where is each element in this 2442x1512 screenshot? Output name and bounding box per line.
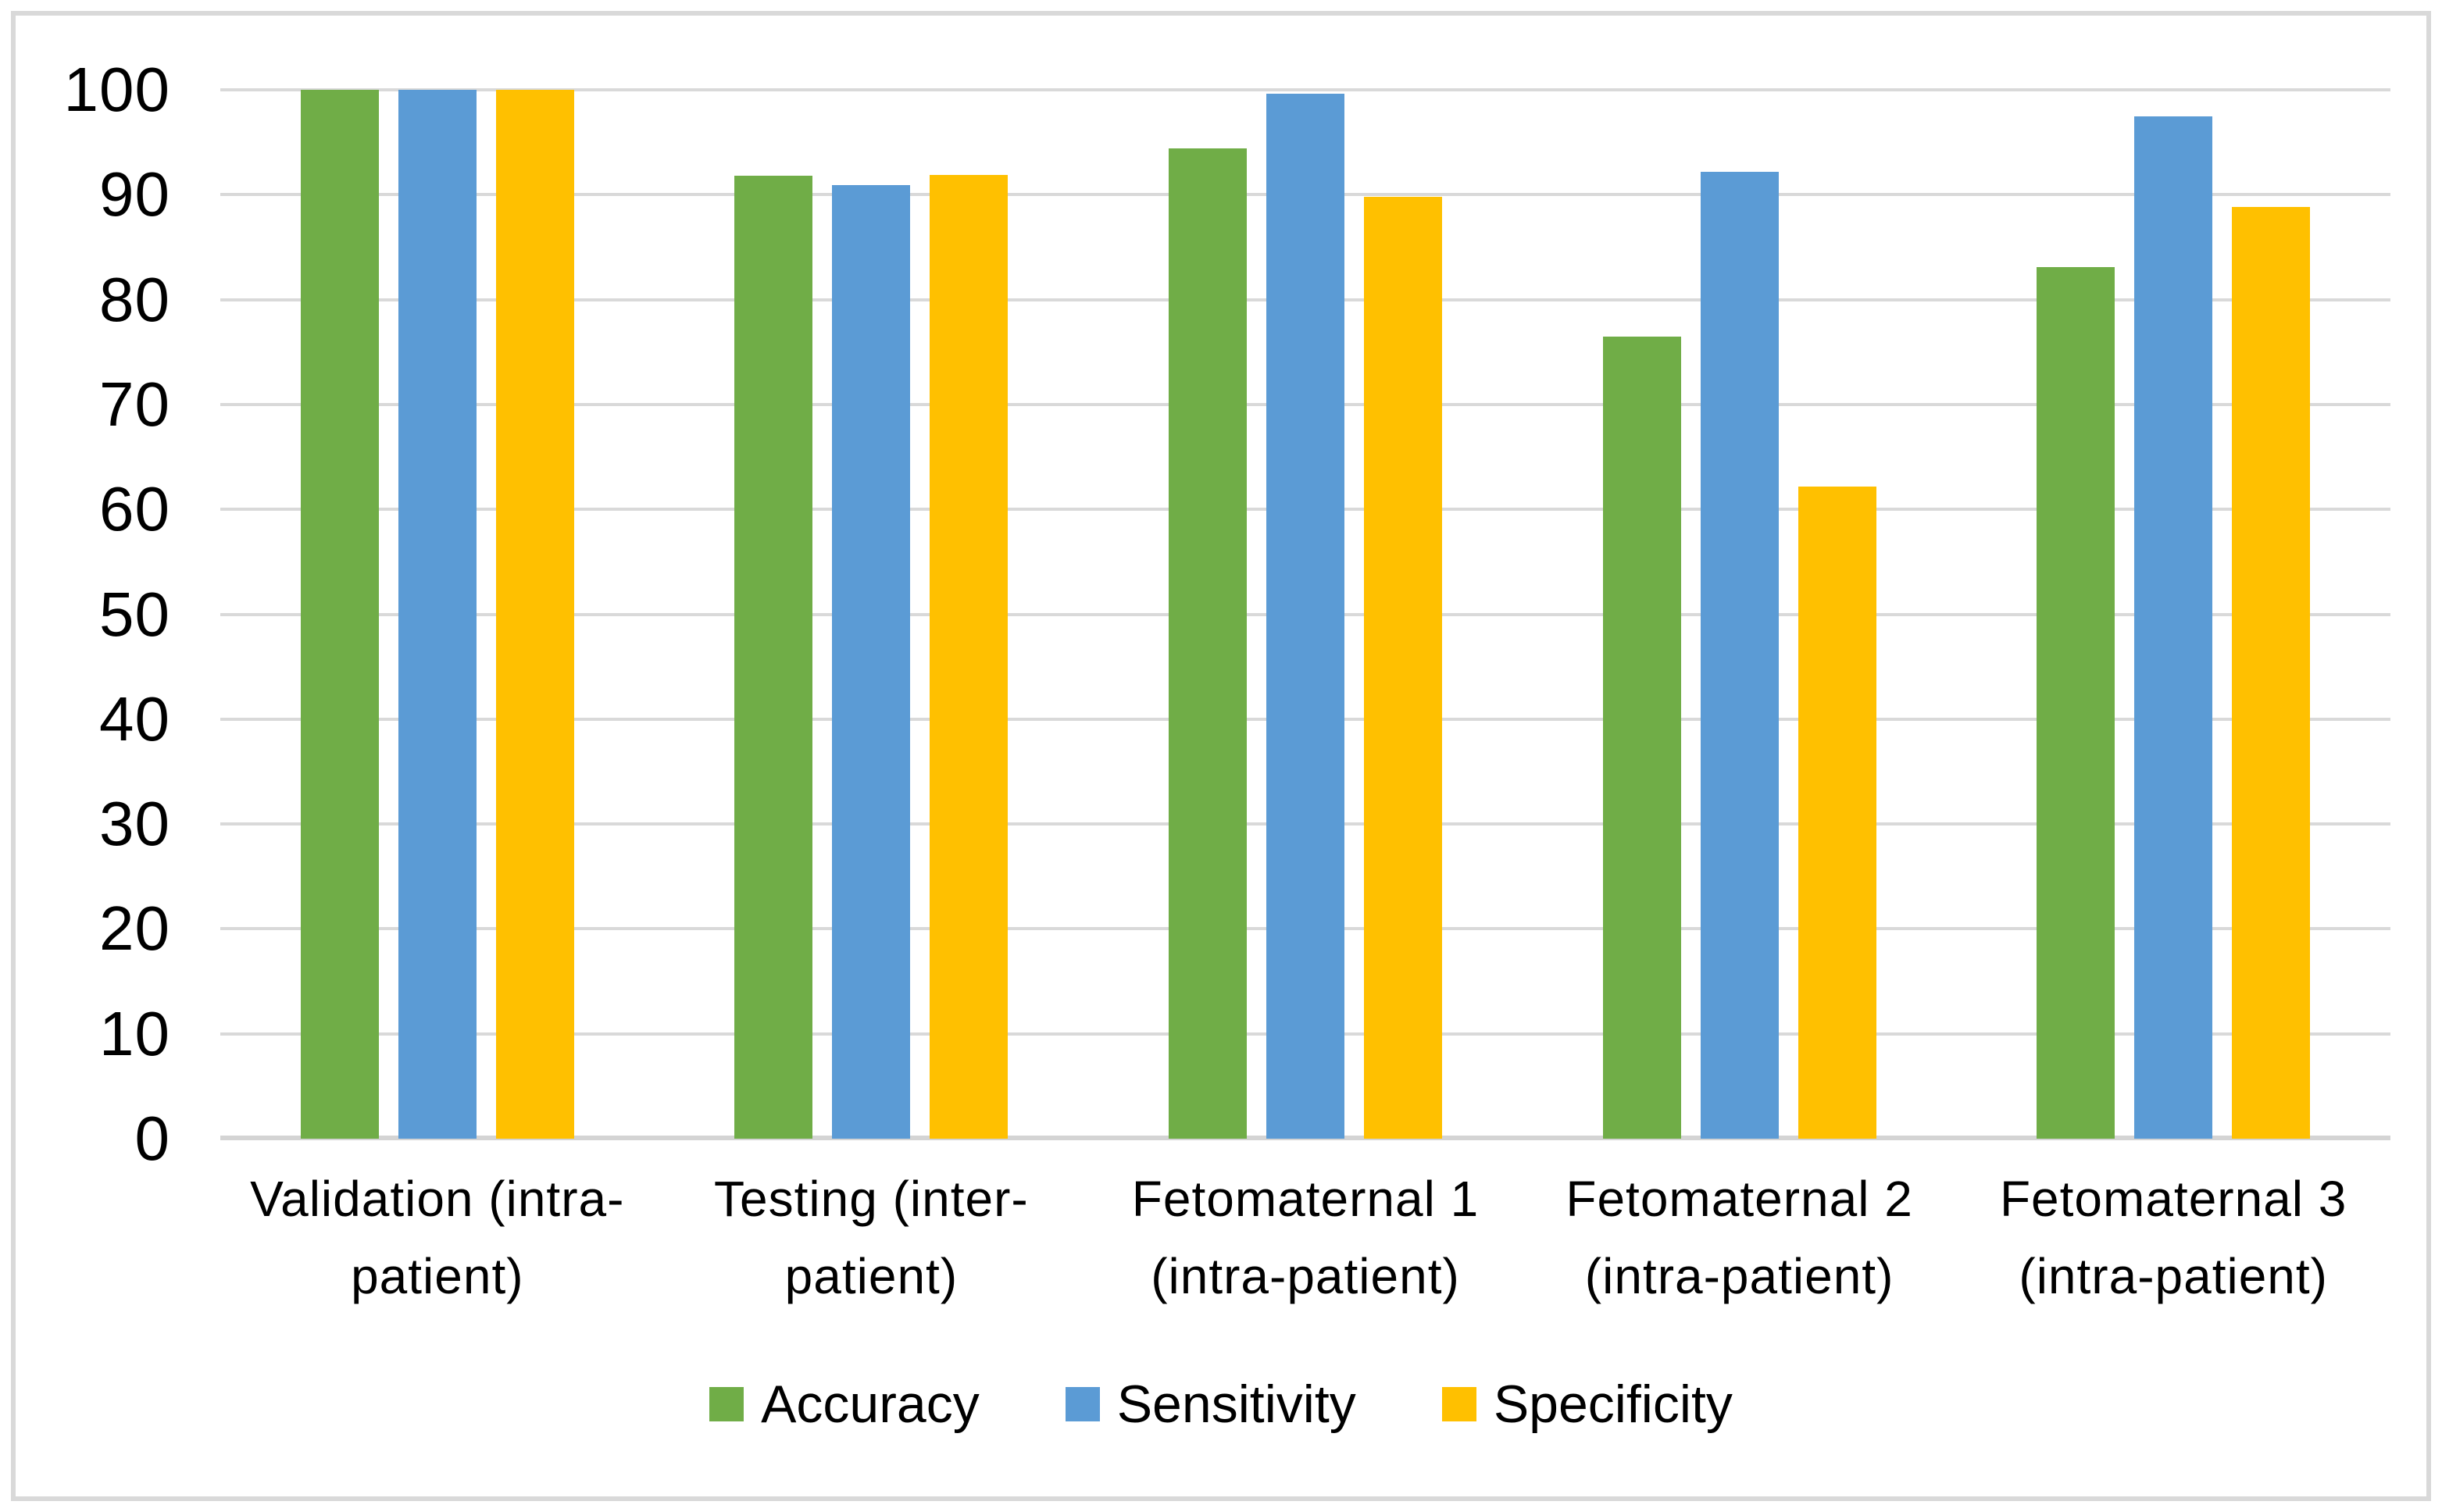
y-tick-label-40: 40 bbox=[99, 683, 170, 754]
bar-group-5 bbox=[1956, 90, 2390, 1139]
y-tick-label-10: 10 bbox=[99, 998, 170, 1068]
bar-accuracy-4 bbox=[1602, 336, 1681, 1139]
x-category-label-line: Fetomaternal 3 bbox=[1999, 1171, 2347, 1227]
bar-group-2 bbox=[655, 90, 1089, 1139]
x-category-label-line: patient) bbox=[351, 1248, 524, 1304]
bar-sensitivity-2 bbox=[832, 185, 911, 1139]
x-axis: Validation (intra-patient) Testing (inter… bbox=[220, 1161, 2390, 1315]
bar-sensitivity-3 bbox=[1266, 94, 1344, 1139]
bar-specificity-5 bbox=[2232, 207, 2311, 1139]
y-tick-label-30: 30 bbox=[99, 789, 170, 859]
legend: Accuracy Sensitivity Specificity bbox=[0, 1365, 2442, 1443]
bar-sensitivity-5 bbox=[2134, 116, 2213, 1139]
x-category-label-line: (intra-patient) bbox=[1584, 1248, 1894, 1304]
x-category-label-line: patient) bbox=[784, 1248, 959, 1304]
y-tick-label-20: 20 bbox=[99, 893, 170, 964]
legend-item-sensitivity: Sensitivity bbox=[1065, 1375, 1356, 1434]
y-tick-label-100: 100 bbox=[63, 55, 170, 124]
bar-accuracy-1 bbox=[300, 90, 379, 1139]
x-category-label-line: Fetomaternal 1 bbox=[1131, 1171, 1480, 1227]
bar-group-1 bbox=[220, 90, 655, 1139]
x-category-label-line: Testing (inter- bbox=[714, 1171, 1029, 1227]
y-axis: 0 10 20 30 40 50 60 70 80 90 100 bbox=[0, 55, 186, 1173]
bar-specificity-3 bbox=[1363, 197, 1442, 1139]
bar-accuracy-2 bbox=[734, 176, 813, 1139]
x-category-label-1: Validation (intra-patient) bbox=[220, 1161, 655, 1315]
gridline-100 bbox=[220, 88, 2390, 91]
bar-specificity-4 bbox=[1798, 486, 1876, 1139]
bar-groups bbox=[220, 90, 2390, 1139]
bar-specificity-1 bbox=[495, 90, 574, 1139]
plot-area bbox=[220, 88, 2390, 1140]
bar-specificity-2 bbox=[930, 174, 1009, 1139]
y-tick-label-70: 70 bbox=[99, 369, 170, 439]
bar-group-4 bbox=[1523, 90, 1957, 1139]
x-category-label-line: Validation (intra- bbox=[250, 1171, 625, 1227]
y-tick-label-80: 80 bbox=[99, 264, 170, 334]
x-category-label-line: (intra-patient) bbox=[2019, 1248, 2328, 1304]
x-category-label-3: Fetomaternal 1 (intra-patient) bbox=[1088, 1161, 1523, 1315]
legend-swatch-icon bbox=[709, 1387, 744, 1421]
x-category-label-line: (intra-patient) bbox=[1151, 1248, 1460, 1304]
x-category-label-5: Fetomaternal 3 (intra-patient) bbox=[1956, 1161, 2390, 1315]
x-category-label-2: Testing (inter-patient) bbox=[655, 1161, 1089, 1315]
bar-accuracy-5 bbox=[2037, 266, 2115, 1139]
legend-swatch-icon bbox=[1441, 1387, 1476, 1421]
bar-accuracy-3 bbox=[1168, 148, 1247, 1139]
y-tick-label-60: 60 bbox=[99, 474, 170, 544]
y-tick-label-90: 90 bbox=[99, 159, 170, 230]
x-category-label-4: Fetomaternal 2 (intra-patient) bbox=[1523, 1161, 1957, 1315]
bar-sensitivity-4 bbox=[1700, 171, 1779, 1139]
legend-item-accuracy: Accuracy bbox=[709, 1378, 980, 1431]
legend-item-specificity: Specificity bbox=[1441, 1375, 1733, 1434]
y-tick-label-0: 0 bbox=[134, 1104, 170, 1173]
legend-swatch-icon bbox=[1065, 1387, 1100, 1421]
x-category-label-line: Fetomaternal 2 bbox=[1566, 1171, 1913, 1227]
y-tick-label-50: 50 bbox=[99, 579, 170, 649]
legend-label: Sensitivity bbox=[1116, 1375, 1356, 1434]
legend-label: Accuracy bbox=[761, 1375, 980, 1434]
bar-group-3 bbox=[1088, 90, 1523, 1139]
legend-label: Specificity bbox=[1493, 1375, 1733, 1434]
bar-sensitivity-1 bbox=[398, 90, 477, 1139]
